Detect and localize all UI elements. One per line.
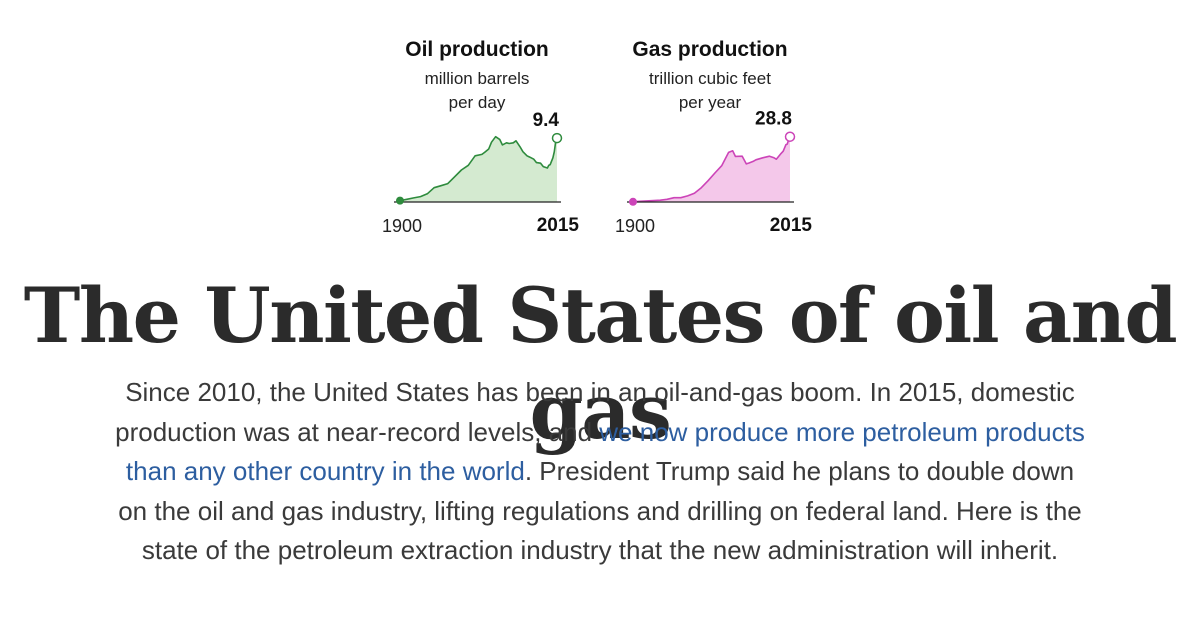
start-point <box>396 196 404 205</box>
chart-subtitle-line1: trillion cubic feet <box>649 69 771 88</box>
chart-subtitle: million barrels per day <box>372 67 582 115</box>
dek-paragraph: Since 2010, the United States has been i… <box>110 373 1090 571</box>
series-line <box>632 136 791 203</box>
end-point <box>551 132 563 144</box>
oil-production-chart: Oil production million barrels per day 9… <box>372 36 582 241</box>
chart-subtitle-line2: per day <box>448 93 506 112</box>
chart-subtitle-line1: million barrels <box>424 69 530 88</box>
end-point <box>784 131 796 142</box>
dek-text: Since 2010, the United States has been i… <box>115 377 1075 447</box>
dek-text: . President Trump said he plans to doubl… <box>118 456 1082 565</box>
area-fill <box>633 136 790 202</box>
x-tick-label-end: 2015 <box>537 215 580 236</box>
chart-title: Oil production <box>405 38 549 61</box>
end-value-label: 9.4 <box>533 110 560 131</box>
chart-title: Gas production <box>632 38 788 61</box>
oil-chart-plot: 9.4 1900 2015 <box>382 110 580 236</box>
headline: The United States of oil and gas <box>23 271 1178 456</box>
start-point <box>629 197 637 206</box>
gas-chart-plot: 28.8 1900 2015 <box>615 109 813 236</box>
series-line <box>399 135 558 202</box>
x-tick-label-start: 1900 <box>615 216 655 236</box>
gas-production-chart: Gas production trillion cubic feet per y… <box>605 36 815 241</box>
x-tick-label-start: 1900 <box>382 216 422 236</box>
dek-link[interactable]: we now produce more petroleum products t… <box>125 416 1085 487</box>
chart-subtitle: trillion cubic feet per year <box>605 67 815 115</box>
area-fill <box>400 136 557 202</box>
end-value-label: 28.8 <box>755 109 792 130</box>
chart-subtitle-line2: per year <box>678 93 742 112</box>
x-tick-label-end: 2015 <box>770 215 813 236</box>
